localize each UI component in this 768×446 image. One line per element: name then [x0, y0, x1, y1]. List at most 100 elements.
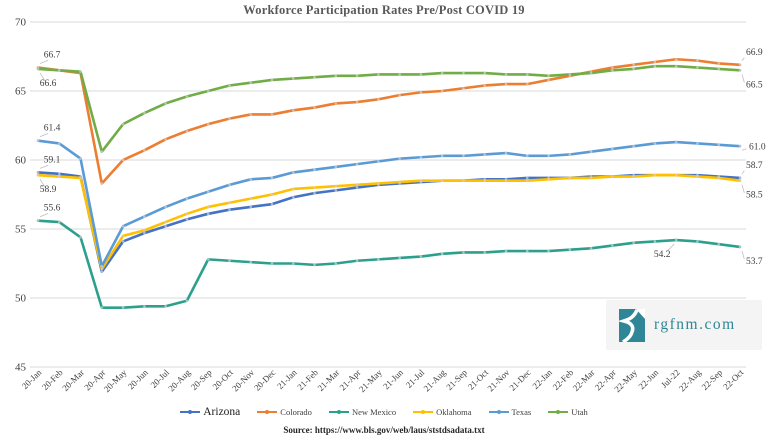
data-point-marker — [738, 179, 742, 182]
data-point-marker — [291, 109, 295, 112]
x-axis-tick-label: 20-Aug — [166, 367, 193, 394]
legend-item-new-mexico: New Mexico — [328, 407, 397, 417]
legend-line-marker-icon — [548, 409, 569, 414]
data-point-marker — [164, 304, 167, 308]
x-axis-tick-label: 22-May — [612, 367, 639, 394]
y-axis-tick-label: 60 — [15, 155, 27, 167]
data-point-marker — [313, 186, 316, 189]
x-axis-tick-label: 20-Sep — [189, 367, 214, 392]
y-axis-tick-label: 45 — [15, 362, 27, 374]
data-point-marker — [611, 147, 614, 151]
data-point-marker — [355, 186, 359, 189]
legend-label: Arizona — [203, 406, 241, 418]
x-axis-tick-label: 21-Dec — [507, 367, 532, 392]
y-axis-tick-label: 65 — [15, 86, 27, 98]
label-leader-line — [741, 57, 745, 62]
data-point-marker — [79, 157, 82, 160]
data-point-marker — [270, 113, 274, 116]
legend-label: New Mexico — [351, 407, 397, 417]
x-axis-tick-label: 21-Nov — [485, 367, 512, 394]
x-axis-tick-label: 21-May — [357, 367, 384, 394]
data-point-marker — [270, 78, 274, 82]
x-axis-tick-label: 21-Aug — [422, 367, 449, 394]
data-point-marker — [164, 102, 167, 105]
data-point-marker — [525, 73, 529, 76]
x-axis-tick-label: 20-Jun — [126, 367, 150, 391]
data-point-marker — [504, 73, 508, 76]
legend-line-marker-icon — [488, 409, 509, 414]
data-point-marker — [525, 154, 529, 158]
data-point-marker — [462, 71, 465, 75]
data-point-marker — [653, 240, 657, 243]
data-point-marker — [228, 259, 231, 263]
data-point-marker — [143, 149, 146, 152]
data-point-marker — [57, 175, 61, 178]
data-point-marker — [717, 67, 721, 71]
data-point-marker — [313, 75, 316, 79]
data-point-label: 58.7 — [746, 161, 763, 171]
legend-item-oklahoma: Oklahoma — [413, 407, 472, 417]
data-point-marker — [36, 67, 40, 71]
legend-dot-icon — [265, 409, 270, 414]
data-point-marker — [249, 197, 253, 200]
data-point-marker — [313, 263, 316, 267]
data-point-marker — [164, 224, 167, 228]
data-point-marker — [568, 248, 572, 251]
data-point-marker — [440, 252, 444, 256]
label-leader-line — [665, 243, 675, 253]
data-point-marker — [355, 162, 359, 166]
legend-label: Texas — [511, 407, 532, 417]
data-point-label: 66.6 — [40, 79, 57, 89]
data-point-marker — [717, 176, 721, 180]
data-point-marker — [398, 73, 401, 76]
data-point-marker — [143, 215, 146, 218]
data-point-label: 61.4 — [44, 124, 61, 134]
label-leader-line — [741, 74, 745, 83]
data-point-marker — [589, 176, 593, 180]
x-axis-tick-label: 20-Mar — [60, 367, 86, 393]
legend-line-marker-icon — [413, 409, 434, 414]
series-line-texas — [36, 139, 742, 268]
data-point-marker — [738, 144, 742, 148]
data-point-marker — [313, 191, 316, 195]
data-point-marker — [36, 173, 40, 177]
data-point-marker — [419, 255, 423, 258]
legend-item-texas: Texas — [488, 407, 532, 417]
data-point-marker — [717, 242, 721, 246]
data-point-marker — [228, 117, 231, 120]
label-leader-line — [741, 170, 745, 175]
data-point-marker — [377, 258, 380, 261]
data-point-marker — [589, 150, 593, 154]
data-point-marker — [355, 100, 359, 104]
data-point-marker — [143, 229, 146, 232]
x-axis-tick-label: 21-Jun — [381, 367, 405, 391]
data-point-marker — [121, 122, 125, 126]
label-leader-line — [741, 148, 747, 151]
rgfnm-logo: rgfnm.com — [606, 300, 762, 350]
data-point-marker — [462, 179, 465, 182]
data-point-marker — [313, 168, 316, 171]
data-point-marker — [589, 247, 593, 250]
data-point-marker — [206, 122, 210, 126]
data-point-marker — [717, 143, 721, 147]
data-point-marker — [696, 59, 699, 62]
legend-dot-icon — [421, 409, 426, 414]
data-point-marker — [483, 71, 487, 75]
data-point-marker — [270, 262, 274, 265]
data-point-marker — [206, 212, 210, 216]
data-point-marker — [504, 249, 508, 253]
data-point-marker — [589, 71, 593, 75]
data-point-marker — [377, 73, 380, 76]
data-point-marker — [185, 218, 189, 221]
data-point-marker — [228, 183, 231, 187]
y-axis-tick-label: 55 — [15, 224, 27, 236]
data-point-marker — [36, 219, 40, 223]
data-point-marker — [57, 220, 61, 224]
series-line-colorado — [36, 57, 742, 185]
data-point-marker — [334, 189, 338, 192]
data-point-marker — [632, 144, 635, 148]
data-point-marker — [674, 238, 678, 242]
data-point-marker — [696, 175, 699, 178]
data-point-marker — [611, 69, 614, 72]
data-point-marker — [568, 176, 572, 180]
